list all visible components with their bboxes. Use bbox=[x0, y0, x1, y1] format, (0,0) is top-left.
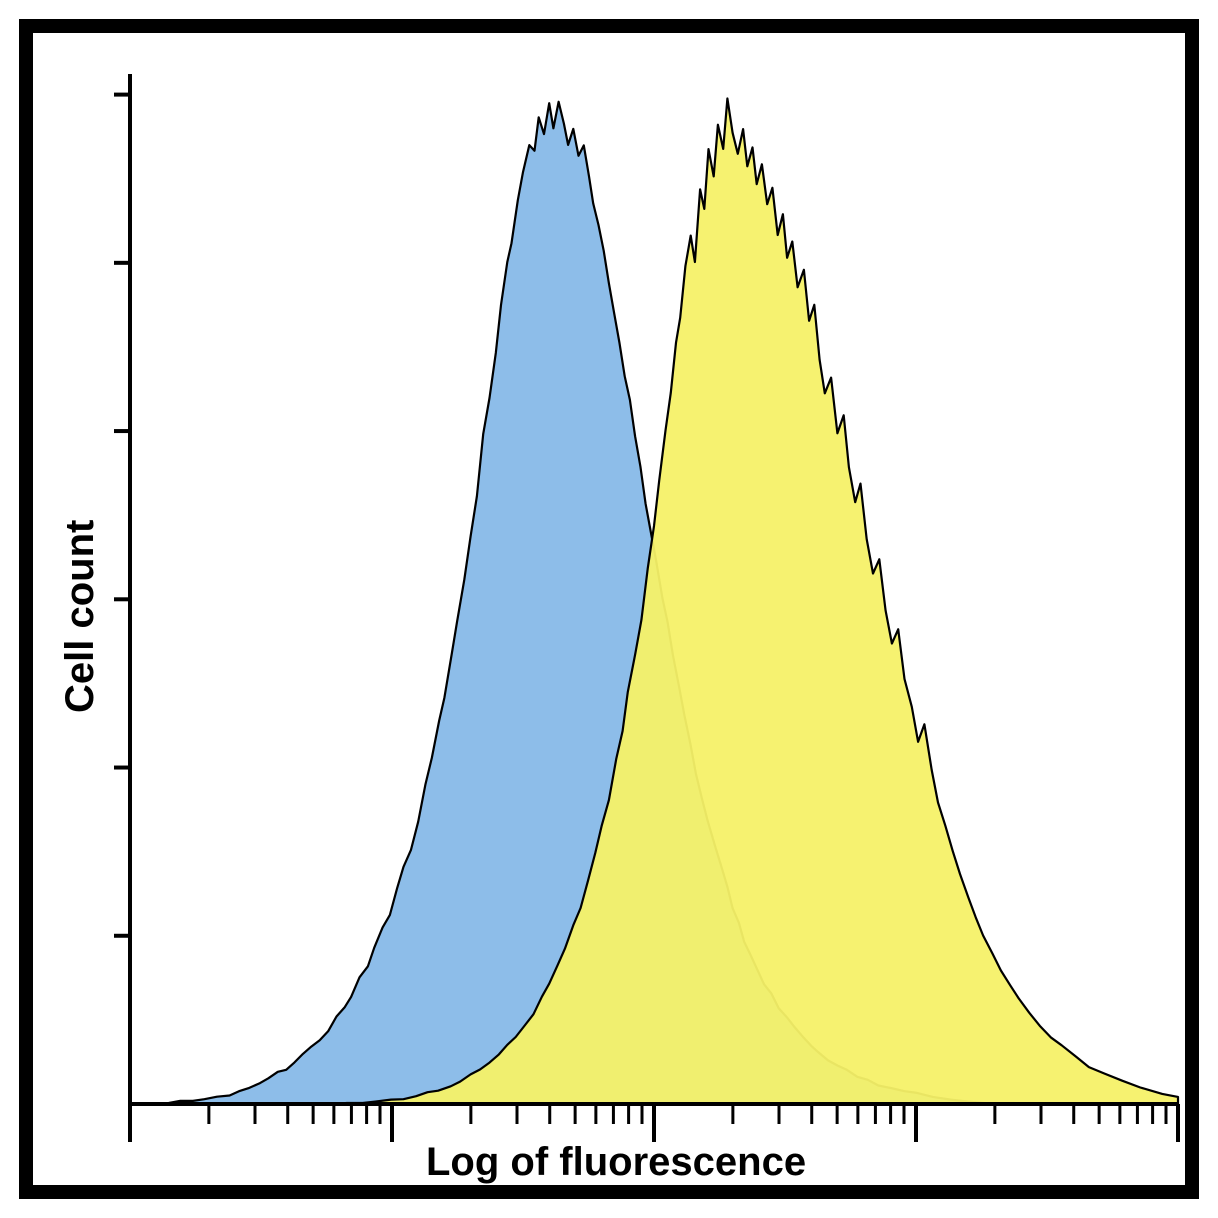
histogram-plot bbox=[0, 0, 1218, 1218]
